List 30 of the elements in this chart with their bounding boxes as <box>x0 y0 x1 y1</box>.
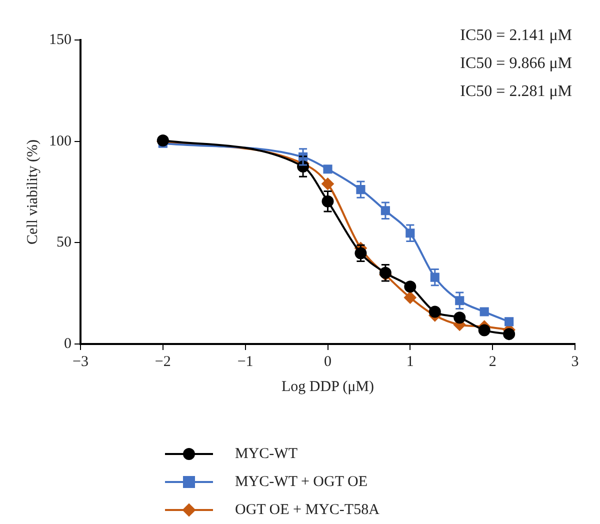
point <box>478 324 490 336</box>
y-axis-title: Cell viability (%) <box>24 140 41 244</box>
y-tick-label: 0 <box>64 336 72 352</box>
annotation: IC50 = 2.141 μM <box>460 27 572 44</box>
point <box>428 306 441 318</box>
x-axis-title: Log DDP (μM) <box>282 378 374 395</box>
x-tick-label: 0 <box>324 354 332 370</box>
x-tick-label: 3 <box>571 354 579 370</box>
y-tick-label: 100 <box>49 133 72 150</box>
x-tick-label: 2 <box>488 354 496 370</box>
y-tick-label: 150 <box>49 32 72 48</box>
legend-label: MYC-WT + OGT OE <box>235 474 368 490</box>
point <box>480 307 489 316</box>
annotation: IC50 = 9.866 μM <box>460 55 572 72</box>
x-tick-label: −3 <box>72 354 88 370</box>
annotation: IC50 = 2.281 μM <box>460 83 572 100</box>
point <box>404 280 416 293</box>
point <box>454 312 466 324</box>
point <box>503 328 516 340</box>
x-tick-label: −1 <box>237 354 254 370</box>
point <box>504 317 514 326</box>
point <box>323 164 332 174</box>
y-tick-label: 50 <box>56 234 72 251</box>
point <box>356 185 366 194</box>
x-tick-label: 1 <box>406 354 414 370</box>
legend-label: OGT OE + MYC-T58A <box>235 502 380 518</box>
legend-label: MYC-WT <box>235 446 298 462</box>
point <box>322 178 334 190</box>
point <box>404 292 416 304</box>
x-tick-label: −2 <box>154 354 171 370</box>
